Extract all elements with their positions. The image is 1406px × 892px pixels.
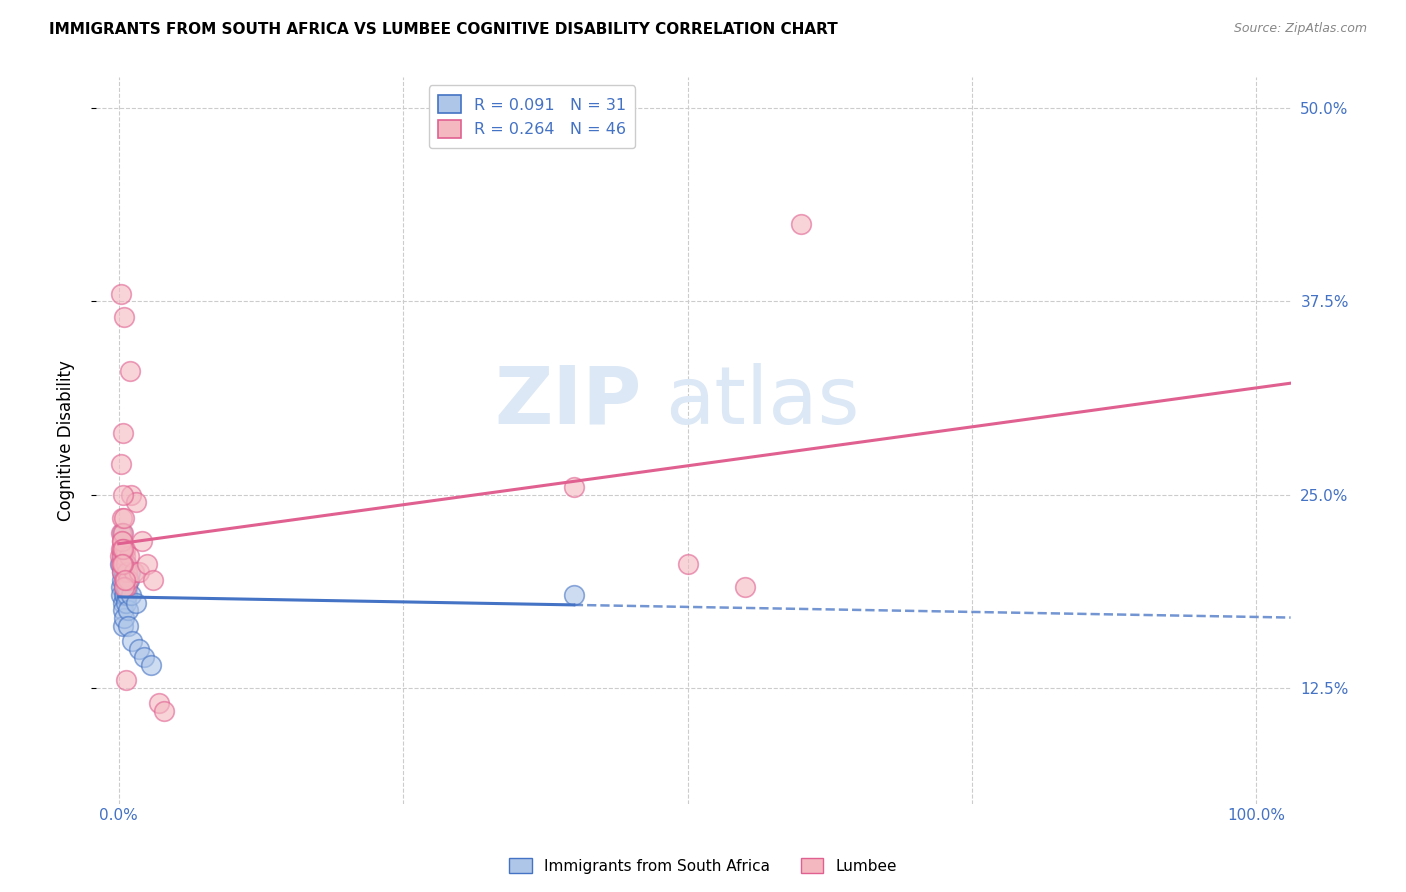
Point: [114, 573, 136, 587]
Point: [114, 673, 136, 687]
Legend: Immigrants from South Africa, Lumbee: Immigrants from South Africa, Lumbee: [503, 852, 903, 880]
Point: [120, 588, 142, 602]
Point: [128, 642, 150, 657]
Point: [110, 549, 132, 564]
Point: [114, 557, 136, 571]
Point: [136, 557, 159, 571]
Point: [117, 588, 139, 602]
Point: [112, 580, 135, 594]
Point: [111, 487, 134, 501]
Point: [117, 603, 139, 617]
Point: [676, 557, 699, 571]
Point: [114, 557, 136, 571]
Text: atlas: atlas: [665, 363, 859, 441]
Point: [139, 657, 162, 672]
Point: [112, 619, 135, 633]
Point: [110, 580, 132, 594]
Point: [112, 526, 135, 541]
Point: [112, 573, 135, 587]
Point: [115, 565, 138, 579]
Point: [122, 565, 145, 579]
Point: [112, 510, 135, 524]
Point: [114, 580, 136, 594]
Point: [112, 603, 135, 617]
Text: IMMIGRANTS FROM SOUTH AFRICA VS LUMBEE COGNITIVE DISABILITY CORRELATION CHART: IMMIGRANTS FROM SOUTH AFRICA VS LUMBEE C…: [49, 22, 838, 37]
Point: [114, 541, 136, 556]
Point: [111, 557, 134, 571]
Point: [112, 565, 135, 579]
Point: [112, 425, 135, 440]
Text: ZIP: ZIP: [495, 363, 643, 441]
Point: [114, 588, 136, 602]
Text: Source: ZipAtlas.com: Source: ZipAtlas.com: [1233, 22, 1367, 36]
Point: [111, 510, 134, 524]
Point: [118, 573, 141, 587]
Point: [117, 619, 139, 633]
Point: [148, 696, 170, 710]
Point: [121, 634, 143, 648]
Point: [111, 549, 134, 564]
Point: [114, 611, 136, 625]
Point: [111, 596, 134, 610]
Point: [120, 565, 142, 579]
Point: [131, 533, 153, 548]
Point: [115, 580, 138, 594]
Point: [111, 533, 134, 548]
Point: [112, 588, 135, 602]
Point: [110, 457, 132, 471]
Point: [153, 704, 176, 718]
Point: [125, 596, 148, 610]
Point: [128, 565, 150, 579]
Point: [110, 588, 132, 602]
Point: [110, 549, 132, 564]
Point: [120, 364, 142, 378]
Point: [790, 217, 813, 231]
Point: [114, 549, 136, 564]
Point: [562, 480, 585, 494]
Point: [117, 573, 139, 587]
Point: [562, 588, 585, 602]
Point: [112, 310, 135, 324]
Point: [111, 541, 134, 556]
Point: [734, 580, 756, 594]
Point: [111, 557, 134, 571]
Point: [111, 557, 134, 571]
Point: [132, 649, 155, 664]
Point: [111, 565, 134, 579]
Point: [115, 580, 138, 594]
Point: [125, 495, 148, 509]
Point: [110, 533, 132, 548]
Point: [120, 487, 142, 501]
Point: [118, 549, 141, 564]
Point: [110, 286, 132, 301]
Point: [115, 596, 138, 610]
Point: [110, 526, 132, 541]
Point: [110, 565, 132, 579]
Point: [112, 541, 135, 556]
Point: [142, 573, 165, 587]
Y-axis label: Cognitive Disability: Cognitive Disability: [58, 360, 75, 521]
Point: [110, 557, 132, 571]
Point: [114, 573, 136, 587]
Legend: R = 0.091   N = 31, R = 0.264   N = 46: R = 0.091 N = 31, R = 0.264 N = 46: [429, 86, 636, 148]
Point: [110, 557, 132, 571]
Point: [111, 526, 134, 541]
Point: [110, 541, 132, 556]
Point: [111, 573, 134, 587]
